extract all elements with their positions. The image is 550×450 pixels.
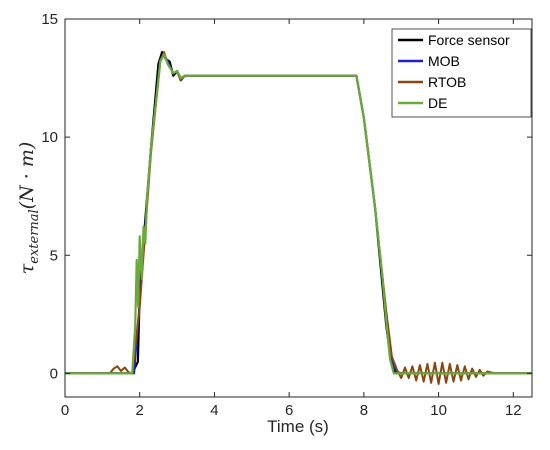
series-line-de [65,53,532,375]
y-tick-label: 0 [50,365,58,382]
x-tick-label: 12 [505,402,522,419]
x-tick-label: 6 [285,402,293,419]
plot-frame [64,18,533,398]
y-axis-label-base: τ [16,263,38,274]
x-tick-label: 8 [360,402,368,419]
x-tick-label: 10 [430,402,447,419]
x-tick-label: 4 [210,402,218,419]
y-tick-label: 10 [41,129,58,146]
legend-label-force-sensor: Force sensor [428,32,510,48]
y-axis-label-units: (N · m) [16,142,38,210]
legend-label-rtob: RTOB [428,74,466,90]
x-axis-label: Time (s) [267,417,329,436]
series-layer [65,50,532,385]
svg-text:τexternal(N · m): τexternal(N · m) [16,142,42,275]
y-tick-label: 15 [41,11,58,28]
y-axis-label: τexternal(N · m) [16,142,42,275]
y-tick-label: 5 [50,247,58,264]
x-axis-ticks: 0 2 4 6 8 10 12 [61,19,522,419]
legend-label-de: DE [428,95,447,111]
legend-label-mob: MOB [428,53,460,69]
legend: Force sensor MOB RTOB DE [391,28,532,118]
x-tick-label: 2 [136,402,144,419]
y-axis-label-subscript: external [27,209,42,263]
y-axis-ticks: 0 5 10 15 [41,11,532,382]
x-tick-label: 0 [61,402,69,419]
